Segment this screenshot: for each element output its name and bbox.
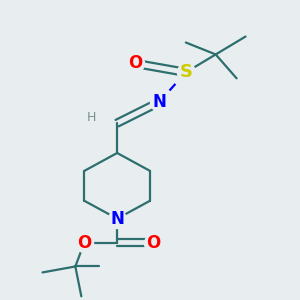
Text: H: H [87,111,96,124]
Text: N: N [110,210,124,228]
Text: O: O [146,234,160,252]
Text: S: S [179,63,192,81]
Text: O: O [128,54,142,72]
Text: N: N [152,93,166,111]
Text: O: O [77,234,92,252]
